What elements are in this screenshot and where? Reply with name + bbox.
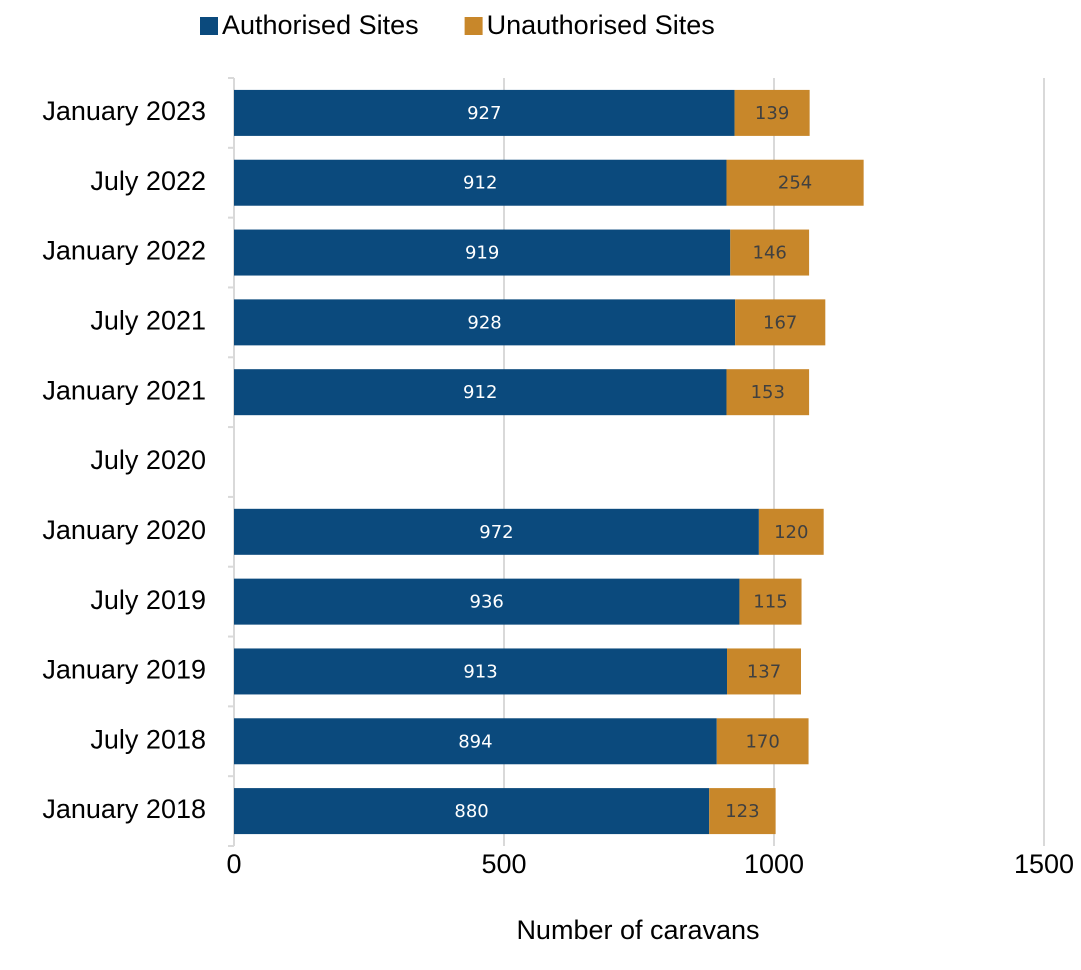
bar <box>735 299 826 346</box>
y-tick-label: January 2022 <box>42 236 206 266</box>
x-tick-label: 0 <box>226 849 241 879</box>
bar <box>234 578 740 625</box>
y-tick-label: July 2021 <box>90 305 206 335</box>
data-label: 137 <box>747 661 781 682</box>
x-tick-label: 500 <box>481 849 526 879</box>
data-label: 254 <box>778 173 812 194</box>
data-label: 913 <box>463 661 497 682</box>
data-label: 146 <box>753 243 787 264</box>
y-tick-label: January 2021 <box>42 375 206 405</box>
data-label: 919 <box>465 243 499 264</box>
data-label: 167 <box>763 312 797 333</box>
bar <box>730 229 810 276</box>
data-label: 927 <box>467 103 501 124</box>
bar <box>739 578 802 625</box>
data-label: 912 <box>463 173 497 194</box>
bar <box>234 229 731 276</box>
legend-label: Authorised Sites <box>222 10 419 40</box>
legend-label: Unauthorised Sites <box>487 10 715 40</box>
y-tick-label: January 2018 <box>42 794 206 824</box>
y-tick-label: January 2023 <box>42 96 206 126</box>
bar <box>727 648 801 695</box>
data-label: 153 <box>751 382 785 403</box>
bar <box>234 508 759 555</box>
data-label: 120 <box>774 522 808 543</box>
x-tick-label: 1500 <box>1014 849 1074 879</box>
y-tick-label: January 2020 <box>42 515 206 545</box>
bar <box>234 89 735 136</box>
data-label: 880 <box>454 801 488 822</box>
legend-swatch <box>464 17 483 35</box>
y-tick-label: January 2019 <box>42 655 206 685</box>
bar <box>234 299 736 346</box>
legend-swatch <box>200 17 218 35</box>
data-label: 912 <box>463 382 497 403</box>
bar <box>716 718 809 765</box>
data-label: 972 <box>479 522 513 543</box>
y-tick-label: July 2020 <box>90 445 206 475</box>
bar <box>234 369 727 416</box>
data-label: 170 <box>745 731 779 752</box>
bar <box>758 508 824 555</box>
data-label: 123 <box>725 801 759 822</box>
bar <box>234 718 717 765</box>
y-tick-label: July 2022 <box>90 166 206 196</box>
data-label: 139 <box>755 103 789 124</box>
bar <box>234 648 728 695</box>
bar <box>234 788 710 835</box>
x-axis-label: Number of caravans <box>516 915 759 945</box>
data-label: 894 <box>458 731 492 752</box>
x-tick-label: 1000 <box>744 849 804 879</box>
bar <box>709 788 776 835</box>
data-label: 115 <box>753 592 787 613</box>
bar <box>726 159 864 206</box>
bar <box>734 89 810 136</box>
data-label: 928 <box>467 312 501 333</box>
data-label: 936 <box>470 592 504 613</box>
y-tick-label: July 2019 <box>90 585 206 615</box>
bar <box>726 369 810 416</box>
bar <box>234 159 727 206</box>
y-tick-label: July 2018 <box>90 724 206 754</box>
